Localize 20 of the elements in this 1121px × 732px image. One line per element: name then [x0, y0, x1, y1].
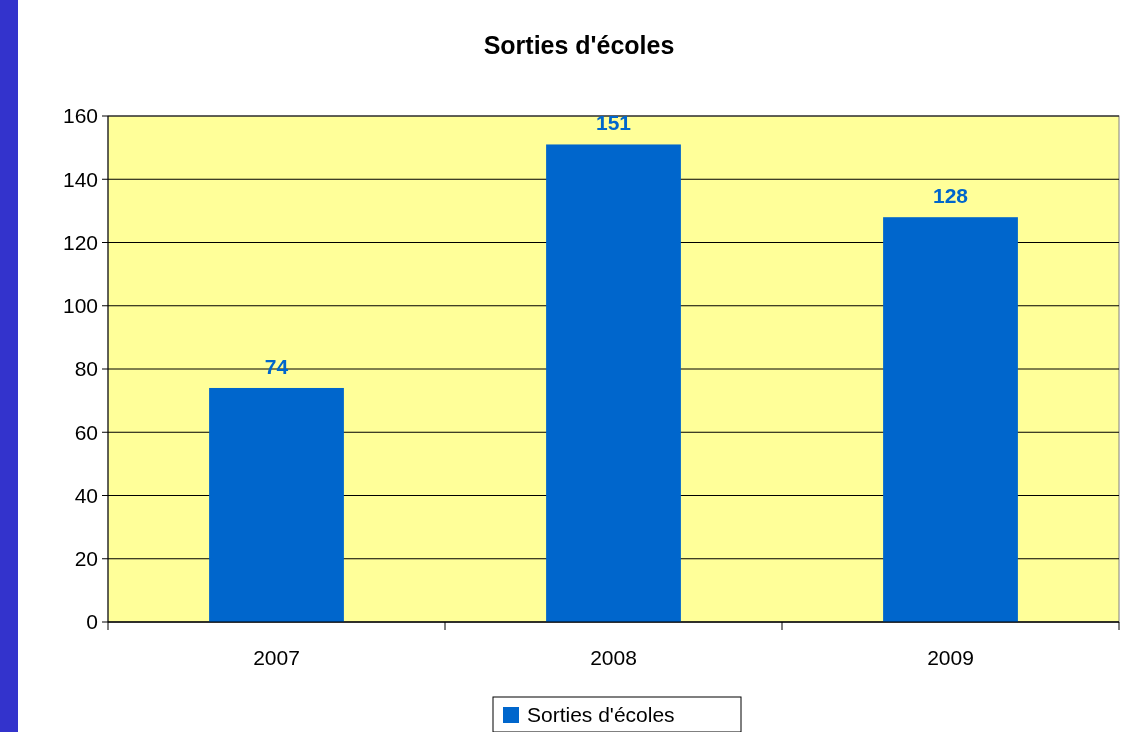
x-tick-label: 2009 [927, 646, 974, 669]
bar [209, 387, 344, 622]
y-tick-label: 120 [62, 230, 98, 254]
data-label: 74 [264, 354, 289, 378]
y-tick-label: 20 [74, 547, 98, 571]
x-tick-label: 2008 [590, 646, 637, 669]
y-tick-label: 160 [62, 104, 98, 128]
y-tick-label: 80 [74, 357, 98, 381]
bar [883, 217, 1018, 622]
legend-label: Sorties d'écoles [527, 703, 675, 726]
data-label: 128 [932, 184, 969, 208]
y-tick-label: 100 [62, 294, 98, 318]
y-tick-label: 60 [74, 420, 98, 444]
x-tick-label: 2007 [253, 646, 300, 669]
chart-title: Sorties d'écoles [483, 31, 675, 59]
data-label: 151 [595, 111, 632, 135]
y-tick-label: 40 [74, 483, 98, 507]
bar [546, 144, 681, 622]
y-tick-label: 0 [86, 610, 98, 634]
y-tick-label: 140 [62, 167, 98, 191]
